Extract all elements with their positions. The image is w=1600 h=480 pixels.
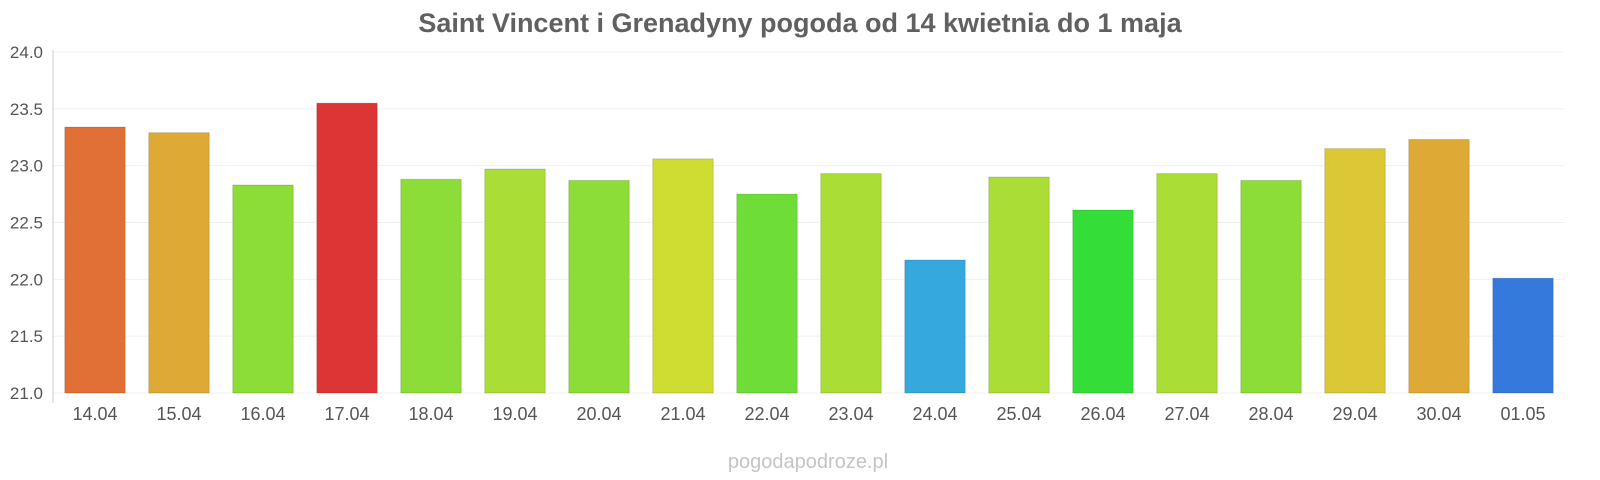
x-tick-label: 20.04 [576, 404, 621, 424]
x-tick-label: 24.04 [912, 404, 957, 424]
watermark-text: pogodapodroze.pl [728, 451, 888, 473]
y-tick-label: 21.0 [10, 384, 43, 403]
x-tick-label: 22.04 [744, 404, 789, 424]
bar-25-04[interactable] [988, 176, 1050, 394]
x-tick-label: 26.04 [1080, 404, 1125, 424]
y-tick-label: 23.0 [10, 157, 43, 176]
bar-24-04[interactable] [904, 259, 966, 394]
bar-28-04[interactable] [1240, 179, 1302, 394]
bar-16-04[interactable] [232, 184, 294, 394]
x-tick-label: 01.05 [1500, 404, 1545, 424]
y-tick-label: 23.5 [10, 100, 43, 119]
bar-29-04[interactable] [1324, 148, 1386, 394]
y-tick-label: 22.5 [10, 214, 43, 233]
x-tick-label: 16.04 [240, 404, 285, 424]
x-tick-label: 25.04 [996, 404, 1041, 424]
bar-21-04[interactable] [652, 158, 714, 394]
bar-30-04[interactable] [1408, 139, 1470, 394]
bar-01-05[interactable] [1492, 277, 1554, 394]
x-axis-ticks: 14.04 15.04 16.04 17.04 18.04 19.04 20.04 21.04… [72, 404, 1545, 424]
bar-22-04[interactable] [736, 193, 798, 394]
bar-20-04[interactable] [568, 179, 630, 394]
x-tick-label: 23.04 [828, 404, 873, 424]
x-tick-label: 29.04 [1332, 404, 1377, 424]
gridlines [53, 51, 1565, 394]
bar-17-04[interactable] [316, 102, 378, 394]
bar-26-04[interactable] [1072, 209, 1134, 394]
bar-27-04[interactable] [1156, 173, 1218, 394]
x-tick-label: 18.04 [408, 404, 453, 424]
bar-15-04[interactable] [148, 132, 210, 394]
y-tick-label: 24.0 [10, 43, 43, 62]
y-tick-label: 21.5 [10, 327, 43, 346]
x-tick-label: 28.04 [1248, 404, 1293, 424]
bar-19-04[interactable] [484, 168, 546, 394]
x-tick-label: 30.04 [1416, 404, 1461, 424]
bar-18-04[interactable] [400, 178, 462, 394]
x-tick-label: 27.04 [1164, 404, 1209, 424]
y-axis-ticks: 21.0 21.5 22.0 22.5 23.0 23.5 24.0 [10, 43, 43, 403]
y-tick-label: 22.0 [10, 270, 43, 289]
x-tick-label: 21.04 [660, 404, 705, 424]
bars [64, 102, 1554, 394]
chart-title: Saint Vincent i Grenadyny pogoda od 14 k… [418, 8, 1182, 38]
bar-23-04[interactable] [820, 173, 882, 394]
x-tick-label: 15.04 [156, 404, 201, 424]
x-tick-label: 17.04 [324, 404, 369, 424]
x-tick-label: 14.04 [72, 404, 117, 424]
bar-14-04[interactable] [64, 126, 126, 394]
x-tick-label: 19.04 [492, 404, 537, 424]
